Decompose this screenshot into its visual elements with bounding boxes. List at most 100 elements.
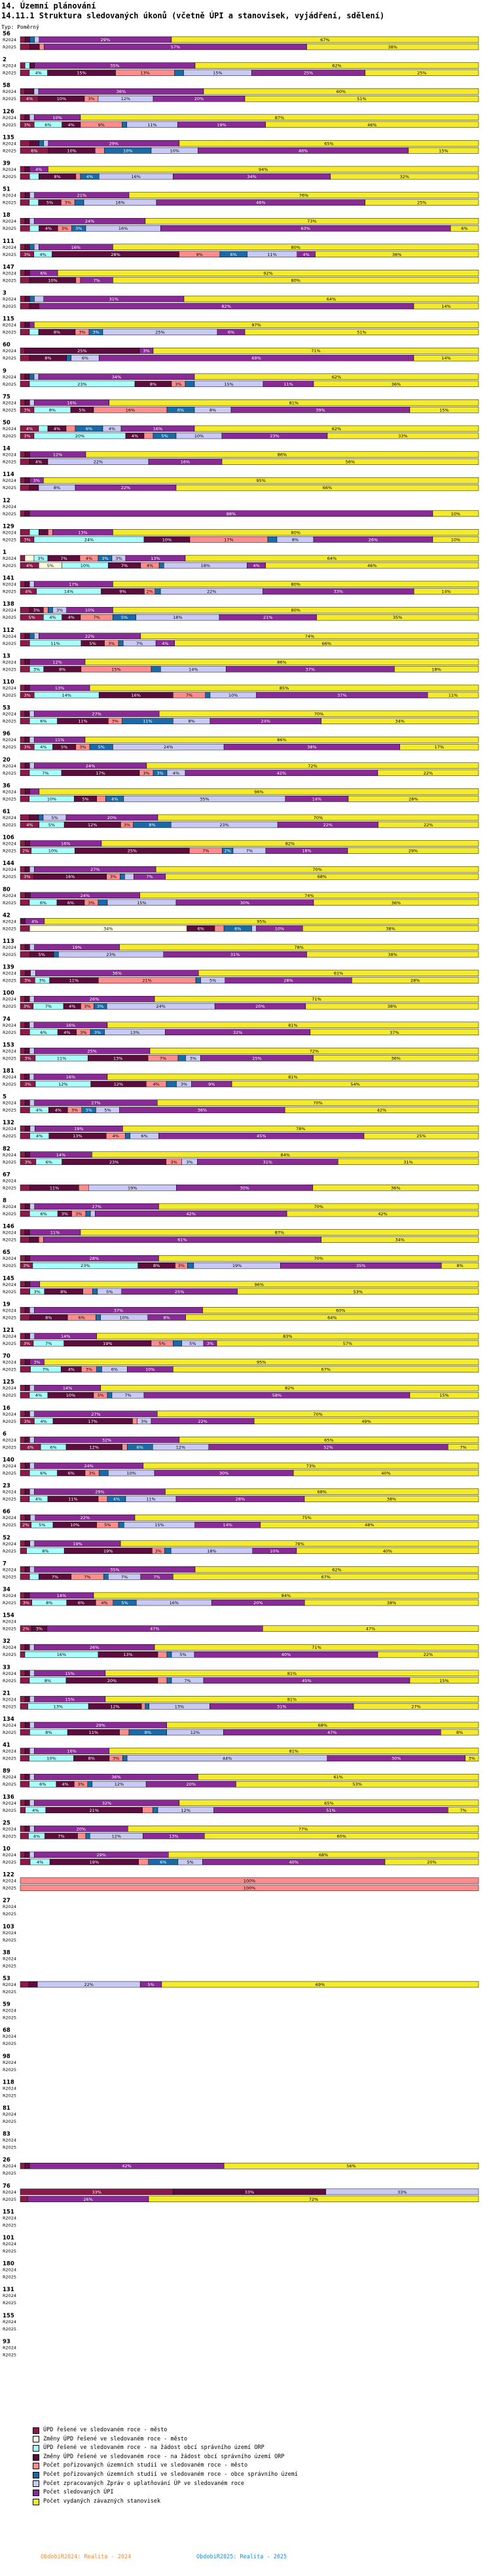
bar-data-label: 6% <box>39 1782 46 1787</box>
bar-segment <box>103 1573 109 1580</box>
bar-data-label: 13% <box>73 1133 82 1139</box>
bar-data-label: 100% <box>244 1879 256 1884</box>
bar-data-label: 17% <box>88 1419 97 1424</box>
row-label: R2024 <box>3 1567 16 1572</box>
bar-data-label: 15% <box>65 1671 75 1676</box>
bar-segment <box>24 788 30 795</box>
bar-data-label: 3% <box>33 608 40 613</box>
bar-segment <box>304 1599 479 1606</box>
bar-data-label: 14% <box>62 693 71 698</box>
bar-data-label: 5% <box>46 200 53 206</box>
legend-item: Změny ÚPD řešené ve sledovaném roce - mě… <box>33 2435 298 2444</box>
bar-data-label: 25% <box>416 1133 426 1139</box>
group-label: 155 <box>3 2313 14 2319</box>
bar-segment <box>24 581 30 587</box>
bar-segment <box>179 1437 479 1443</box>
bar-data-label: 8% <box>456 1263 463 1268</box>
bar-segment <box>216 1340 479 1347</box>
bar-data-label: 10% <box>48 278 57 283</box>
row-label: R2024 <box>3 1904 16 1909</box>
bar-segment <box>231 1080 479 1088</box>
bar-data-label: 4% <box>27 1444 33 1450</box>
bar-data-label: 58% <box>272 1393 282 1398</box>
group-label: 144 <box>3 860 14 867</box>
bar-segment <box>432 510 479 517</box>
legend-label: Počet sledovaných ÚPI <box>43 2489 114 2496</box>
row-label: R2024 <box>3 375 16 380</box>
bar-data-label: 3% <box>108 641 115 646</box>
bar-data-label: 6% <box>68 1471 75 1476</box>
bar-data-label: 81% <box>289 1749 299 1754</box>
bar-data-label: 3% <box>24 433 30 439</box>
row-label: R2025 <box>3 1108 16 1113</box>
bar-data-label: 4% <box>41 1419 47 1424</box>
bar-data-label: 16% <box>67 400 76 405</box>
bar-data-label: 3% <box>24 1004 30 1009</box>
bar-segment <box>194 1566 479 1573</box>
bar-data-label: 12% <box>121 96 130 101</box>
group-label: 1 <box>3 549 7 556</box>
bar-data-label: 83% <box>283 1334 292 1339</box>
bar-data-label: 4% <box>162 641 168 646</box>
bar-segment <box>122 1444 128 1450</box>
row-label: R2024 <box>3 1671 16 1676</box>
bar-data-label: 9% <box>196 252 203 257</box>
bar-data-label: 36% <box>391 900 401 906</box>
bar-data-label: 5% <box>39 952 45 957</box>
bar-segment <box>74 199 84 206</box>
bar-data-label: 8% <box>45 1315 52 1320</box>
bar-data-label: 4% <box>113 1497 120 1502</box>
bar-data-label: 16% <box>66 1075 75 1080</box>
bar-data-label: 46% <box>367 563 376 568</box>
bar-data-label: 10% <box>48 849 58 854</box>
bar-data-label: 7% <box>58 1833 64 1839</box>
row-label: R2024 <box>3 1023 16 1028</box>
group-label: 23 <box>3 1483 10 1490</box>
row-label: R2025 <box>3 2197 16 2202</box>
legend-swatch <box>33 2444 39 2452</box>
bar-data-label: 4% <box>39 252 46 257</box>
bar-segment <box>151 666 161 672</box>
bar-data-label: 47% <box>327 1730 336 1735</box>
bar-data-label: 46% <box>299 148 308 153</box>
row-label: R2024 <box>3 2008 16 2014</box>
bar-data-label: 95% <box>257 1360 266 1365</box>
bar-data-label: 6% <box>79 1315 85 1320</box>
group-label: 126 <box>3 109 14 115</box>
bar-segment <box>221 458 479 465</box>
bar-segment <box>29 944 35 951</box>
group-label: 9 <box>3 368 7 375</box>
bar-data-label: 14% <box>441 356 450 361</box>
row-label: R2025 <box>3 460 16 465</box>
bar-segment <box>20 217 26 225</box>
bar-data-label: 74% <box>304 893 314 898</box>
bar-segment <box>20 1703 28 1710</box>
group-label: 145 <box>3 1276 14 1282</box>
bar-data-label: 15% <box>213 71 222 76</box>
bar-segment <box>20 684 26 691</box>
bar-data-label: 5% <box>29 615 35 620</box>
bar-segment <box>85 451 479 458</box>
bar-data-label: 81% <box>287 1671 297 1676</box>
legend-label: Počet vydaných závazných stanovisek <box>43 2497 161 2505</box>
row-label: R2025 <box>3 1185 16 1190</box>
bar-segment <box>85 1833 90 1839</box>
bar-data-label: 20% <box>194 96 204 101</box>
bar-data-label: 8% <box>46 1600 52 1606</box>
bar-data-label: 18% <box>173 615 182 620</box>
bar-data-label: 11% <box>283 382 293 387</box>
bar-data-label: 4% <box>132 433 138 439</box>
bar-data-label: 31% <box>403 1160 412 1165</box>
bar-segment <box>153 347 479 354</box>
row-label: R2025 <box>3 382 16 387</box>
bar-segment <box>113 529 479 536</box>
bar-data-label: 74% <box>305 634 314 639</box>
legend-label: Počet pořizovaných územních studií ve sl… <box>43 2471 298 2478</box>
bar-data-label: 36% <box>392 252 401 257</box>
bar-data-label: 73% <box>306 1463 316 1469</box>
bar-segment <box>237 1288 479 1295</box>
bar-segment <box>65 425 76 432</box>
bar-segment <box>158 1203 479 1210</box>
bar-data-label: 14% <box>63 1386 72 1391</box>
bar-segment <box>20 736 26 743</box>
